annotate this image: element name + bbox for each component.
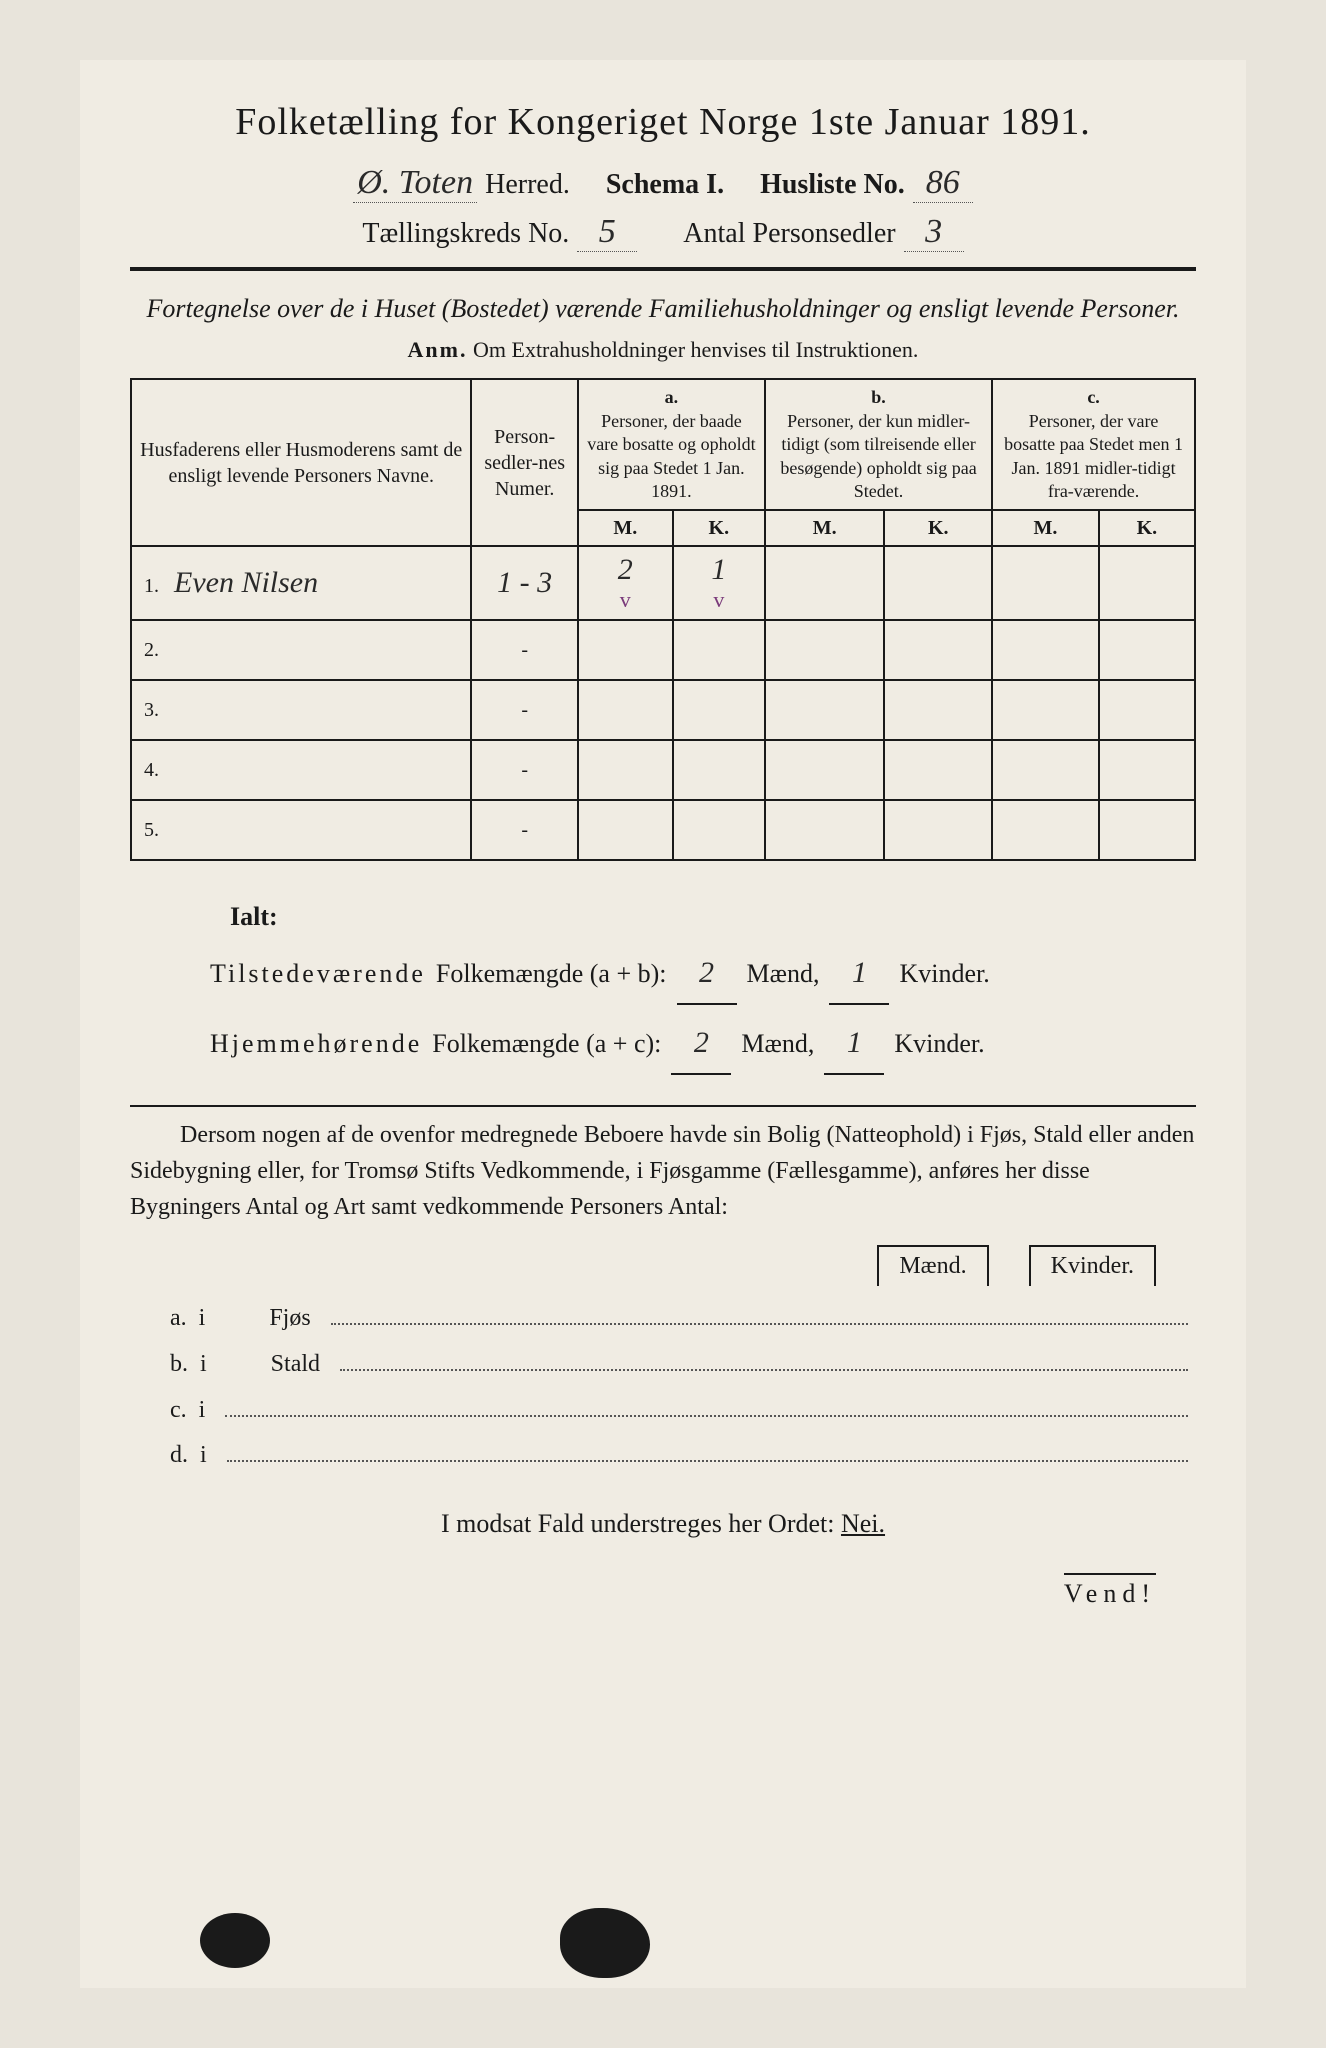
col-head-sedler: Person-sedler-nes Numer.	[471, 379, 577, 546]
b-letter: d.	[170, 1433, 188, 1479]
table-row: 3. -	[131, 680, 1195, 740]
page-damage	[200, 1913, 270, 1968]
main-table: Husfaderens eller Husmoderens samt de en…	[130, 378, 1196, 861]
row-sedler: -	[471, 740, 577, 800]
husliste-value: 86	[913, 164, 973, 203]
row-num: 1.	[144, 575, 159, 597]
herred-value: Ø. Toten	[353, 164, 477, 203]
page-title: Folketælling for Kongeriget Norge 1ste J…	[130, 100, 1196, 144]
col-head-b: b. Personer, der kun midler-tidigt (som …	[765, 379, 992, 510]
row-sedler: -	[471, 800, 577, 860]
b-letter: b.	[170, 1342, 188, 1388]
anm-text: Om Extrahusholdninger henvises til Instr…	[473, 337, 918, 362]
ialt-label: Ialt:	[230, 891, 1196, 943]
tilstede-label: Tilstedeværende	[210, 948, 426, 1000]
modsat-text: I modsat Fald understreges her Ordet:	[441, 1509, 835, 1538]
divider-heavy	[130, 267, 1196, 271]
building-list: a. i Fjøs b. i Stald c. i d. i	[170, 1296, 1196, 1478]
row-num: 4.	[144, 759, 159, 781]
hjemme-mid: Folkemængde (a + c):	[432, 1018, 661, 1070]
dotted-line	[227, 1460, 1188, 1462]
husliste-label: Husliste No.	[760, 169, 905, 201]
col-a-text: Personer, der baade vare bosatte og opho…	[587, 411, 755, 501]
col-b-text: Personer, der kun midler-tidigt (som til…	[780, 411, 976, 501]
b-i: i	[199, 1296, 206, 1342]
building-paragraph: Dersom nogen af de ovenfor medregnede Be…	[130, 1117, 1196, 1225]
dotted-line	[225, 1415, 1188, 1417]
check-icon: v	[620, 587, 631, 612]
col-a-label: a.	[665, 387, 679, 407]
table-row: 4. -	[131, 740, 1195, 800]
kvinder-label: Kvinder.	[899, 948, 989, 1000]
subtitle: Fortegnelse over de i Huset (Bostedet) v…	[130, 291, 1196, 327]
row-num: 2.	[144, 639, 159, 661]
b-label: Fjøs	[269, 1296, 310, 1342]
b-i: i	[199, 1388, 206, 1434]
maend-label: Mænd,	[741, 1018, 814, 1070]
c-m: M.	[992, 510, 1099, 546]
table-row: 1. Even Nilsen 1 - 3 2 v 1 v	[131, 546, 1195, 620]
mk-header: Mænd. Kvinder.	[130, 1245, 1196, 1286]
b-letter: c.	[170, 1388, 187, 1434]
row-aK: 1	[711, 553, 726, 586]
col-b-label: b.	[871, 387, 886, 407]
vend-label: Vend!	[130, 1579, 1196, 1609]
page-damage	[560, 1908, 650, 1978]
row-num: 3.	[144, 699, 159, 721]
anm-line: Anm. Om Extrahusholdninger henvises til …	[130, 337, 1196, 363]
row-num: 5.	[144, 819, 159, 841]
anm-prefix: Anm.	[408, 337, 468, 362]
modsat-line: I modsat Fald understreges her Ordet: Ne…	[130, 1509, 1196, 1539]
maend-col: Mænd.	[877, 1245, 988, 1286]
header-line-3: Tællingskreds No. 5 Antal Personsedler 3	[130, 213, 1196, 252]
kreds-label: Tællingskreds No.	[362, 218, 569, 250]
table-row: 2. -	[131, 620, 1195, 680]
col1-text: Husfaderens eller Husmoderens samt de en…	[140, 439, 462, 487]
row-aM: 2	[618, 553, 633, 586]
modsat-nei: Nei.	[841, 1509, 885, 1538]
row-sedler: 1 - 3	[497, 566, 552, 599]
b-k: K.	[884, 510, 992, 546]
c-k: K.	[1099, 510, 1195, 546]
herred-label: Herred.	[485, 169, 570, 201]
census-form-page: Folketælling for Kongeriget Norge 1ste J…	[80, 60, 1246, 1988]
kvinder-label: Kvinder.	[894, 1018, 984, 1070]
col-head-c: c. Personer, der vare bosatte paa Stedet…	[992, 379, 1195, 510]
dotted-line	[340, 1369, 1188, 1371]
ialt-section: Ialt: Tilstedeværende Folkemængde (a + b…	[210, 891, 1196, 1075]
row-sedler: -	[471, 680, 577, 740]
b-m: M.	[765, 510, 884, 546]
v2k: 1	[824, 1013, 884, 1075]
col-head-a: a. Personer, der baade vare bosatte og o…	[578, 379, 765, 510]
dotted-line	[331, 1323, 1188, 1325]
table-row: 5. -	[131, 800, 1195, 860]
tilstede-mid: Folkemængde (a + b):	[436, 948, 667, 1000]
vend-text: Vend!	[1064, 1573, 1156, 1608]
divider-thin	[130, 1105, 1196, 1107]
col-c-label: c.	[1087, 387, 1100, 407]
hjemme-label: Hjemmehørende	[210, 1018, 422, 1070]
antal-label: Antal Personsedler	[683, 218, 895, 250]
v1m: 2	[677, 943, 737, 1005]
header-line-2: Ø. Toten Herred. Schema I. Husliste No. …	[130, 164, 1196, 203]
b-label: Stald	[271, 1342, 320, 1388]
b-i: i	[200, 1342, 207, 1388]
col-c-text: Personer, der vare bosatte paa Stedet me…	[1004, 411, 1183, 501]
kvinder-col: Kvinder.	[1029, 1245, 1156, 1286]
schema-label: Schema I.	[606, 169, 724, 201]
maend-label: Mænd,	[747, 948, 820, 1000]
v1k: 1	[829, 943, 889, 1005]
antal-value: 3	[904, 213, 964, 252]
v2m: 2	[671, 1013, 731, 1075]
b-i: i	[200, 1433, 207, 1479]
kreds-value: 5	[577, 213, 637, 252]
a-k: K.	[673, 510, 765, 546]
row-sedler: -	[471, 620, 577, 680]
row-name: Even Nilsen	[174, 566, 318, 599]
check-icon: v	[713, 587, 724, 612]
col-head-names: Husfaderens eller Husmoderens samt de en…	[131, 379, 471, 546]
a-m: M.	[578, 510, 673, 546]
b-letter: a.	[170, 1296, 187, 1342]
